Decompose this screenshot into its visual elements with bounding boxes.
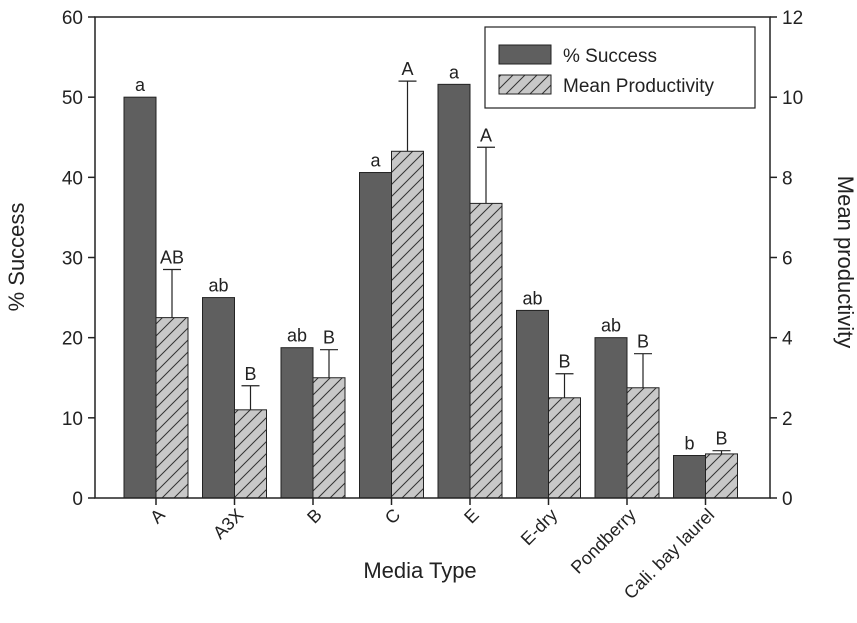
right-axis-ticks: 0 2 4 6 8 10 12	[770, 8, 803, 510]
right-axis-tick-label: 4	[782, 329, 793, 350]
category-label: E	[460, 505, 483, 528]
category-label: B	[303, 505, 326, 528]
success-bar	[202, 297, 235, 499]
y-axis-left-title: % Success	[4, 203, 29, 312]
category-label: C	[381, 505, 404, 528]
success-bar	[516, 309, 549, 499]
right-axis-tick-label: 2	[782, 409, 793, 430]
productivity-significance-label: AB	[160, 248, 184, 268]
productivity-significance-label: B	[323, 328, 335, 348]
left-axis-tick-label: 10	[62, 409, 83, 430]
right-axis-tick-label: 6	[782, 249, 793, 270]
success-significance-label: ab	[601, 316, 621, 336]
productivity-bar	[626, 387, 660, 499]
productivity-significance-label: B	[715, 429, 727, 449]
success-bar	[673, 455, 706, 499]
productivity-bar	[312, 377, 346, 499]
success-bar	[280, 347, 314, 499]
success-significance-label: b	[684, 434, 694, 454]
left-axis-tick-label: 60	[62, 8, 83, 29]
productivity-bar	[469, 202, 503, 499]
legend: % Success Mean Productivity	[484, 26, 756, 109]
left-axis-tick-label: 0	[72, 489, 83, 510]
productivity-bar	[155, 317, 189, 499]
productivity-bar	[391, 150, 424, 499]
left-axis-tick-label: 20	[62, 329, 83, 350]
success-significance-label: ab	[287, 326, 307, 346]
left-axis-tick-label: 50	[62, 88, 83, 109]
productivity-significance-label: B	[637, 332, 649, 352]
success-significance-label: ab	[208, 276, 228, 296]
productivity-significance-label: A	[480, 125, 492, 145]
right-axis-tick-label: 10	[782, 88, 803, 109]
category-label: A3X	[209, 505, 247, 543]
productivity-bar	[548, 397, 581, 499]
productivity-significance-label: A	[401, 59, 413, 79]
error-bars-layer	[163, 80, 731, 454]
right-axis-tick-label: 8	[782, 168, 793, 189]
legend-label-success: % Success	[563, 46, 657, 67]
category-label: A	[146, 505, 169, 528]
left-axis-tick-label: 40	[62, 168, 83, 189]
left-axis-ticks: 0 10 20 30 40 50 60	[62, 8, 95, 510]
bars-layer	[123, 83, 738, 499]
y-axis-right-title: Mean productivity	[833, 176, 857, 348]
productivity-bar	[705, 453, 738, 499]
category-label: E-dry	[517, 505, 562, 550]
success-bar	[123, 96, 157, 499]
legend-swatch-success	[498, 44, 552, 65]
right-axis-tick-label: 12	[782, 8, 803, 29]
productivity-significance-label: B	[558, 352, 570, 372]
success-significance-label: ab	[522, 288, 542, 308]
success-bar	[594, 337, 628, 499]
left-axis-tick-label: 30	[62, 249, 83, 270]
legend-swatch-productivity	[498, 74, 552, 95]
right-axis-tick-label: 0	[782, 489, 793, 510]
category-label: Pondberry	[567, 505, 640, 578]
success-bar	[437, 83, 471, 499]
success-significance-label: a	[370, 151, 381, 171]
productivity-bar	[234, 409, 267, 499]
x-axis-title: Media Type	[363, 558, 476, 583]
success-significance-label: a	[449, 62, 460, 82]
success-bar	[359, 172, 392, 499]
success-significance-label: a	[135, 75, 146, 95]
legend-label-productivity: Mean Productivity	[563, 76, 715, 97]
productivity-significance-label: B	[244, 364, 256, 384]
significance-labels-layer: a AB ab Bab Ba A a Aab Bab Bb B	[135, 59, 728, 453]
